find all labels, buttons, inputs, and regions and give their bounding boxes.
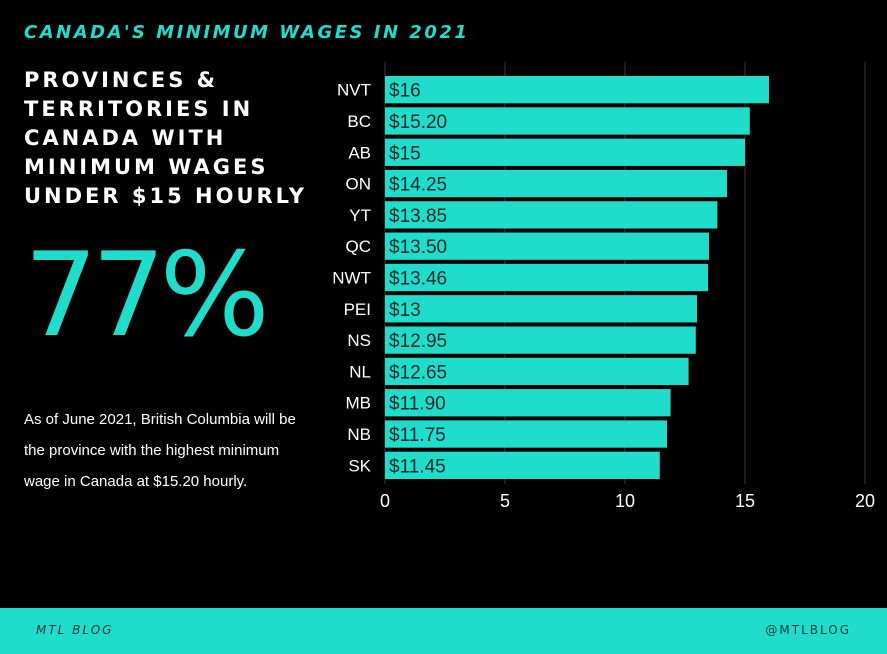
bar [385, 76, 769, 104]
data-label: $11.75 [389, 425, 446, 446]
bar [385, 169, 727, 198]
category-label: YT [349, 206, 371, 225]
data-label: $11.90 [389, 394, 446, 415]
category-label: SK [348, 456, 371, 475]
category-label: ON [346, 175, 372, 194]
category-label: NVT [337, 81, 371, 100]
category-label: NS [347, 331, 371, 350]
footer-brand: MTL BLOG [36, 623, 114, 637]
x-tick-label: 20 [855, 491, 875, 511]
x-tick-label: 10 [615, 491, 635, 511]
x-tick-label: 0 [380, 491, 390, 511]
category-label: NB [347, 425, 371, 444]
bar [385, 263, 709, 292]
footer-handle: @MTLBLOG [765, 623, 851, 637]
data-label: $13.50 [389, 237, 447, 258]
bar [385, 201, 718, 229]
data-label: $12.65 [389, 362, 447, 383]
x-tick-label: 5 [500, 491, 510, 511]
footer-bar: MTL BLOG @MTLBLOG [0, 608, 887, 654]
data-label: $15 [389, 143, 421, 164]
caption: As of June 2021, British Columbia will b… [24, 411, 296, 490]
data-label: $13.85 [389, 206, 447, 227]
data-label: $13 [389, 300, 421, 321]
data-label: $11.45 [389, 456, 446, 477]
bar [385, 295, 697, 323]
category-label: PEI [344, 300, 371, 319]
subtitle: PROVINCES & TERRITORIES IN CANADA WITH M… [24, 68, 307, 208]
page-title: CANADA'S MINIMUM WAGES IN 2021 [24, 22, 470, 43]
category-label: QC [346, 237, 372, 256]
data-label: $15.20 [389, 112, 447, 133]
bar [385, 138, 745, 166]
category-label: NL [349, 362, 371, 381]
bar [385, 451, 660, 479]
bar [385, 389, 671, 417]
category-label: MB [346, 394, 372, 413]
bar [385, 420, 667, 448]
bar [385, 326, 696, 354]
data-label: $13.46 [389, 269, 447, 290]
bar [385, 357, 689, 386]
data-label: $16 [389, 81, 421, 102]
x-tick-label: 15 [735, 491, 755, 511]
data-label: $12.95 [389, 331, 447, 352]
bar [385, 232, 709, 260]
category-label: BC [347, 112, 371, 131]
category-label: AB [348, 143, 371, 162]
big-stat: 77% [24, 228, 270, 363]
bar [385, 107, 750, 135]
data-label: $14.25 [389, 175, 447, 196]
category-label: NWT [332, 269, 371, 288]
